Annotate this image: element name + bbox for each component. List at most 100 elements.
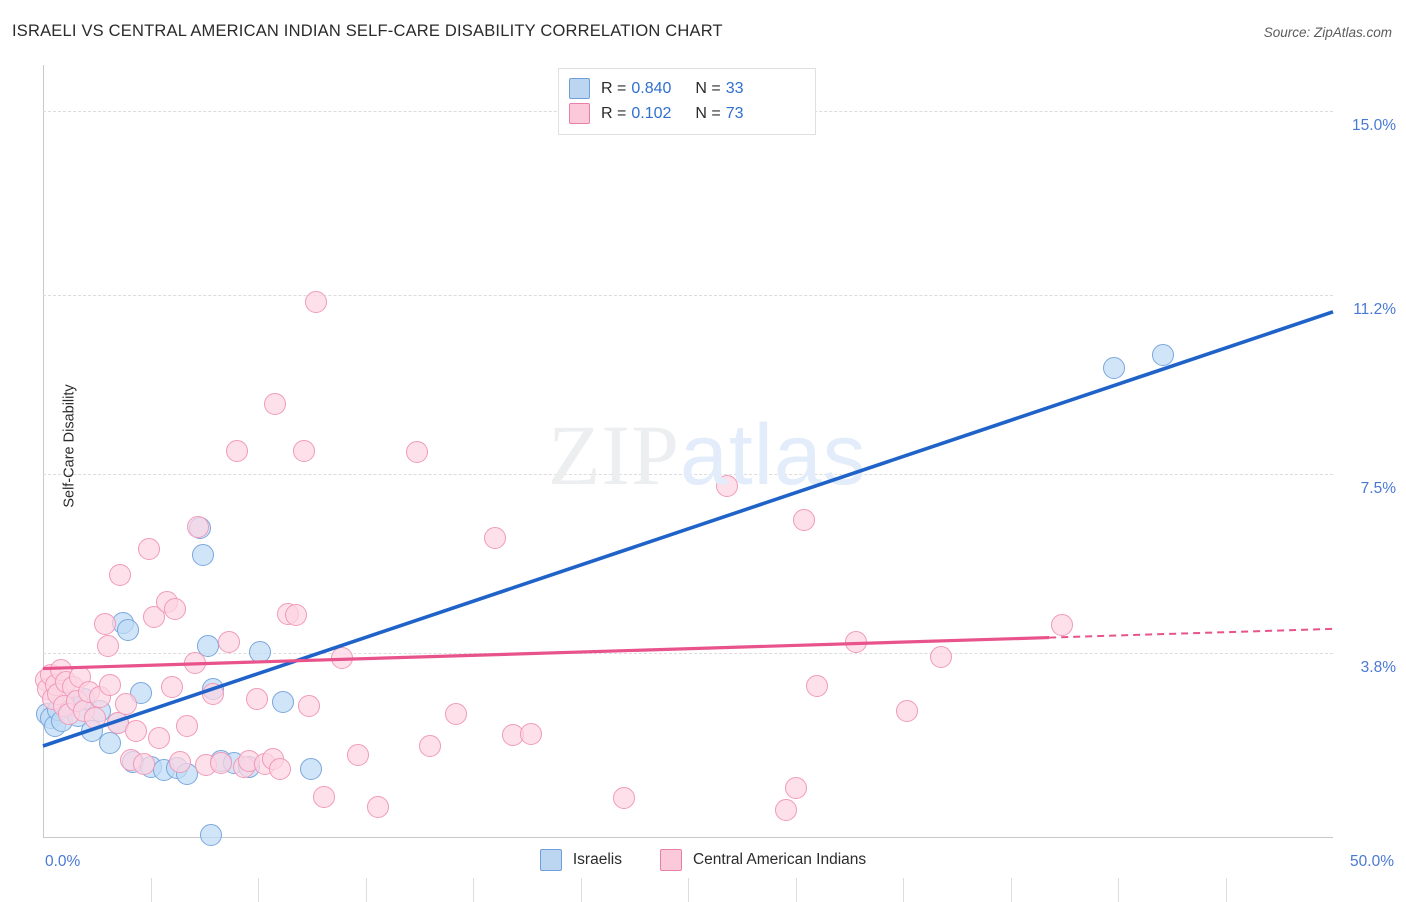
y-axis-title: Self-Care Disability — [61, 384, 78, 508]
n-value: 33 — [725, 79, 744, 97]
scatter-point[interactable] — [785, 776, 808, 799]
x-axis-tick — [1225, 878, 1227, 902]
scatter-point[interactable] — [1102, 356, 1125, 379]
scatter-point[interactable] — [300, 758, 323, 781]
n-label: N = — [695, 104, 721, 122]
scatter-point[interactable] — [124, 719, 147, 742]
scatter-point[interactable] — [161, 675, 183, 698]
x-axis-tick — [688, 878, 689, 902]
scatter-point[interactable] — [248, 641, 271, 664]
x-axis-min-label: 0.0% — [45, 853, 81, 870]
x-axis-tick — [580, 878, 582, 902]
scatter-point[interactable] — [93, 613, 116, 636]
scatter-point[interactable] — [406, 441, 429, 464]
x-axis-max-label: 50.0% — [1350, 853, 1394, 870]
gridline — [43, 473, 1333, 475]
scatter-point[interactable] — [202, 683, 225, 706]
scatter-point[interactable] — [137, 538, 160, 560]
scatter-point[interactable] — [297, 695, 320, 718]
page-title: ISRAELI VS CENTRAL AMERICAN INDIAN SELF-… — [12, 22, 723, 40]
scatter-point[interactable] — [346, 743, 369, 766]
scatter-point[interactable] — [217, 631, 240, 654]
scatter-point[interactable] — [168, 750, 191, 773]
x-axis-tick — [1118, 878, 1119, 902]
scatter-point[interactable] — [715, 475, 738, 498]
x-axis-tick — [365, 878, 367, 902]
scatter-point[interactable] — [148, 726, 171, 749]
r-label: R = — [601, 79, 627, 97]
scatter-point[interactable] — [117, 618, 140, 641]
scatter-point[interactable] — [612, 787, 635, 810]
scatter-point[interactable] — [271, 691, 294, 714]
scatter-point[interactable] — [184, 651, 207, 674]
scatter-point[interactable] — [83, 707, 106, 730]
x-axis-line — [43, 837, 1333, 838]
scatter-point[interactable] — [114, 692, 137, 715]
scatter-point[interactable] — [246, 688, 269, 711]
correlation-stats-legend: R = 0.840 N = 33 R = 0.102 N = 73 — [558, 68, 816, 135]
scatter-point[interactable] — [844, 631, 867, 654]
pink-swatch-icon — [569, 103, 590, 124]
scatter-point[interactable] — [284, 604, 307, 627]
stats-row-israelis: R = 0.840 N = 33 — [569, 76, 805, 101]
scatter-point[interactable] — [176, 714, 199, 737]
r-label: R = — [601, 104, 627, 122]
legend-item-central-american-indians[interactable]: Central American Indians — [659, 849, 867, 871]
scatter-point[interactable] — [186, 516, 209, 539]
scatter-point[interactable] — [1051, 614, 1074, 636]
scatter-point[interactable] — [1151, 344, 1174, 367]
scatter-point[interactable] — [367, 795, 390, 818]
scatter-point[interactable] — [775, 799, 798, 822]
r-value: 0.102 — [631, 104, 672, 122]
scatter-point[interactable] — [269, 758, 292, 781]
plot-area — [34, 65, 1333, 902]
scatter-point[interactable] — [305, 291, 328, 314]
x-axis-tick — [258, 878, 259, 902]
gridline — [43, 653, 1333, 655]
gridline — [43, 294, 1333, 296]
n-value: 73 — [725, 104, 744, 122]
blue-swatch-icon — [569, 78, 590, 99]
scatter-point[interactable] — [99, 673, 122, 696]
scatter-point[interactable] — [793, 508, 816, 531]
scatter-point[interactable] — [331, 646, 354, 669]
x-axis-tick — [473, 878, 474, 902]
y-axis-tick-label: 3.8% — [1360, 659, 1396, 677]
pink-swatch-icon — [659, 849, 682, 871]
source-label: Source: ZipAtlas.com — [1263, 25, 1392, 40]
scatter-point[interactable] — [444, 702, 467, 725]
scatter-point[interactable] — [519, 723, 542, 746]
legend-label-central-american-indians: Central American Indians — [692, 851, 867, 868]
x-axis-tick — [150, 878, 152, 902]
scatter-point[interactable] — [225, 439, 248, 462]
y-axis-tick-label: 11.2% — [1353, 300, 1396, 318]
scatter-point[interactable] — [191, 544, 214, 567]
x-axis-tick — [795, 878, 797, 902]
scatter-point[interactable] — [264, 392, 287, 415]
n-label: N = — [695, 79, 721, 97]
blue-swatch-icon — [539, 849, 562, 871]
scatter-point[interactable] — [896, 700, 919, 723]
x-axis-tick — [1010, 878, 1012, 902]
scatter-point[interactable] — [132, 753, 155, 776]
y-axis-tick-label: 15.0% — [1352, 116, 1396, 134]
scatter-point[interactable] — [419, 735, 441, 757]
x-axis-tick — [903, 878, 904, 902]
scatter-point[interactable] — [929, 645, 952, 668]
stats-row-central-american-indians: R = 0.102 N = 73 — [569, 101, 805, 126]
scatter-point[interactable] — [483, 526, 506, 549]
scatter-point[interactable] — [292, 439, 315, 462]
scatter-point[interactable] — [313, 786, 336, 809]
scatter-point[interactable] — [99, 731, 122, 754]
scatter-point[interactable] — [806, 674, 828, 697]
scatter-point[interactable] — [199, 823, 222, 846]
legend-label-israelis: Israelis — [572, 851, 622, 868]
scatter-point[interactable] — [210, 752, 233, 775]
y-axis-tick-label: 7.5% — [1360, 479, 1396, 497]
series-legend: Israelis Central American Indians — [0, 849, 1406, 871]
scatter-point[interactable] — [96, 634, 119, 657]
r-value: 0.840 — [631, 79, 672, 97]
legend-item-israelis[interactable]: Israelis — [539, 849, 622, 871]
scatter-point[interactable] — [109, 563, 132, 586]
scatter-point[interactable] — [163, 597, 186, 620]
